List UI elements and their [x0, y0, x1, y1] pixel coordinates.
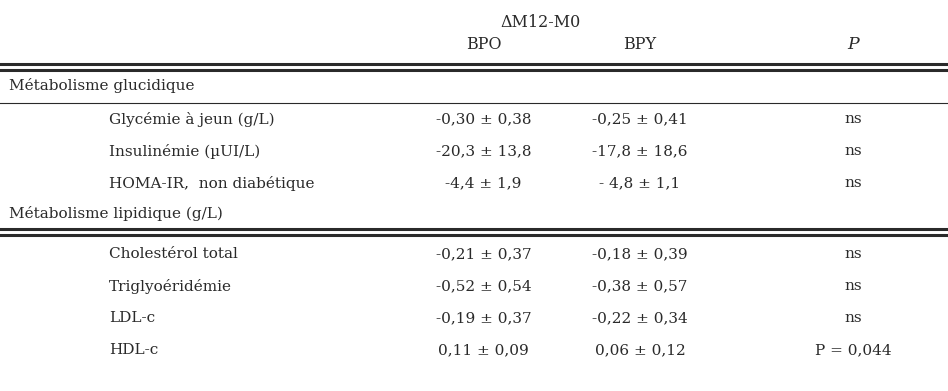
Text: ns: ns: [845, 112, 862, 126]
Text: - 4,8 ± 1,1: - 4,8 ± 1,1: [599, 176, 681, 190]
Text: Métabolisme lipidique (g/L): Métabolisme lipidique (g/L): [9, 206, 224, 221]
Text: Insulinémie (µUI/L): Insulinémie (µUI/L): [109, 144, 261, 159]
Text: -0,21 ± 0,37: -0,21 ± 0,37: [436, 247, 531, 261]
Text: Glycémie à jeun (g/L): Glycémie à jeun (g/L): [109, 112, 275, 127]
Text: LDL-c: LDL-c: [109, 311, 155, 325]
Text: P: P: [848, 36, 859, 53]
Text: HDL-c: HDL-c: [109, 343, 158, 357]
Text: -0,18 ± 0,39: -0,18 ± 0,39: [592, 247, 687, 261]
Text: ns: ns: [845, 311, 862, 325]
Text: ns: ns: [845, 279, 862, 293]
Text: Cholestérol total: Cholestérol total: [109, 247, 238, 261]
Text: -0,25 ± 0,41: -0,25 ± 0,41: [592, 112, 688, 126]
Text: -0,38 ± 0,57: -0,38 ± 0,57: [592, 279, 687, 293]
Text: Triglyoéridémie: Triglyoéridémie: [109, 279, 232, 294]
Text: -20,3 ± 13,8: -20,3 ± 13,8: [436, 144, 531, 158]
Text: BPO: BPO: [465, 36, 501, 53]
Text: P = 0,044: P = 0,044: [815, 343, 891, 357]
Text: BPY: BPY: [624, 36, 656, 53]
Text: ns: ns: [845, 247, 862, 261]
Text: ns: ns: [845, 144, 862, 158]
Text: -0,19 ± 0,37: -0,19 ± 0,37: [436, 311, 531, 325]
Text: -4,4 ± 1,9: -4,4 ± 1,9: [446, 176, 521, 190]
Text: HOMA-IR,  non diabétique: HOMA-IR, non diabétique: [109, 176, 315, 191]
Text: -0,52 ± 0,54: -0,52 ± 0,54: [436, 279, 531, 293]
Text: ns: ns: [845, 176, 862, 190]
Text: 0,06 ± 0,12: 0,06 ± 0,12: [594, 343, 685, 357]
Text: ΔM12-M0: ΔM12-M0: [501, 14, 580, 31]
Text: -0,30 ± 0,38: -0,30 ± 0,38: [436, 112, 531, 126]
Text: -17,8 ± 18,6: -17,8 ± 18,6: [592, 144, 687, 158]
Text: Métabolisme glucidique: Métabolisme glucidique: [9, 78, 195, 93]
Text: -0,22 ± 0,34: -0,22 ± 0,34: [592, 311, 688, 325]
Text: 0,11 ± 0,09: 0,11 ± 0,09: [438, 343, 529, 357]
